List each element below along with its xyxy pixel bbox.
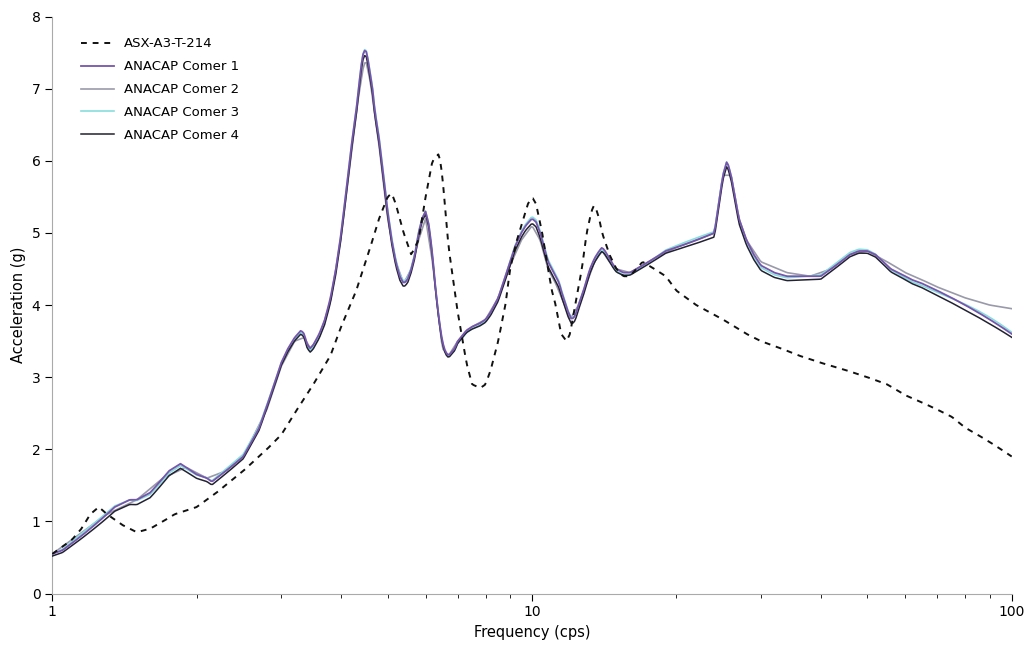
- ANACAP Comer 4: [293, 332, 306, 340]
- ANACAP Comer 2: [613, 266, 626, 273]
- ANACAP Comer 1: [613, 267, 626, 275]
- X-axis label: Frequency (cps): Frequency (cps): [473, 625, 591, 640]
- Line: ANACAP Comer 2: ANACAP Comer 2: [53, 62, 1012, 554]
- ANACAP Comer 2: [215, 469, 228, 477]
- ASX-A3-T-214: [770, 343, 782, 351]
- ANACAP Comer 4: [1006, 333, 1018, 341]
- ANACAP Comer 1: [482, 312, 494, 320]
- ANACAP Comer 3: [293, 330, 306, 338]
- Line: ANACAP Comer 4: ANACAP Comer 4: [53, 55, 1012, 556]
- ASX-A3-T-214: [688, 300, 700, 308]
- ANACAP Comer 4: [358, 51, 371, 59]
- Line: ANACAP Comer 1: ANACAP Comer 1: [53, 51, 1012, 554]
- ANACAP Comer 1: [293, 329, 306, 337]
- ASX-A3-T-214: [293, 402, 306, 410]
- ANACAP Comer 1: [215, 470, 228, 478]
- ANACAP Comer 3: [358, 46, 371, 53]
- ANACAP Comer 4: [613, 270, 626, 277]
- ANACAP Comer 1: [688, 237, 700, 245]
- ASX-A3-T-214: [1006, 452, 1018, 460]
- Legend: ASX-A3-T-214, ANACAP Comer 1, ANACAP Comer 2, ANACAP Comer 3, ANACAP Comer 4: ASX-A3-T-214, ANACAP Comer 1, ANACAP Com…: [76, 32, 244, 147]
- ASX-A3-T-214: [482, 374, 494, 381]
- Line: ANACAP Comer 3: ANACAP Comer 3: [53, 49, 1012, 554]
- ANACAP Comer 2: [770, 264, 782, 272]
- ASX-A3-T-214: [613, 268, 626, 276]
- ANACAP Comer 3: [47, 550, 59, 558]
- ANACAP Comer 3: [770, 271, 782, 279]
- ANACAP Comer 1: [358, 47, 371, 55]
- ANACAP Comer 2: [1006, 305, 1018, 312]
- ANACAP Comer 3: [1006, 328, 1018, 336]
- ANACAP Comer 3: [215, 469, 228, 477]
- ANACAP Comer 1: [47, 550, 59, 558]
- ANACAP Comer 2: [361, 59, 373, 66]
- ANACAP Comer 2: [293, 335, 306, 343]
- ANACAP Comer 1: [1006, 330, 1018, 338]
- ANACAP Comer 4: [770, 274, 782, 282]
- ASX-A3-T-214: [215, 484, 228, 492]
- ANACAP Comer 4: [215, 473, 228, 480]
- ANACAP Comer 4: [482, 315, 494, 323]
- ANACAP Comer 2: [482, 311, 494, 319]
- ANACAP Comer 3: [482, 314, 494, 322]
- Line: ASX-A3-T-214: ASX-A3-T-214: [53, 154, 1012, 554]
- ASX-A3-T-214: [432, 150, 444, 158]
- ASX-A3-T-214: [47, 550, 59, 558]
- ANACAP Comer 2: [688, 237, 700, 245]
- ANACAP Comer 4: [47, 552, 59, 560]
- ANACAP Comer 4: [688, 240, 700, 248]
- Y-axis label: Acceleration (g): Acceleration (g): [11, 247, 26, 363]
- ANACAP Comer 2: [47, 550, 59, 558]
- ANACAP Comer 3: [613, 269, 626, 277]
- ANACAP Comer 3: [688, 235, 700, 243]
- ANACAP Comer 1: [770, 270, 782, 277]
